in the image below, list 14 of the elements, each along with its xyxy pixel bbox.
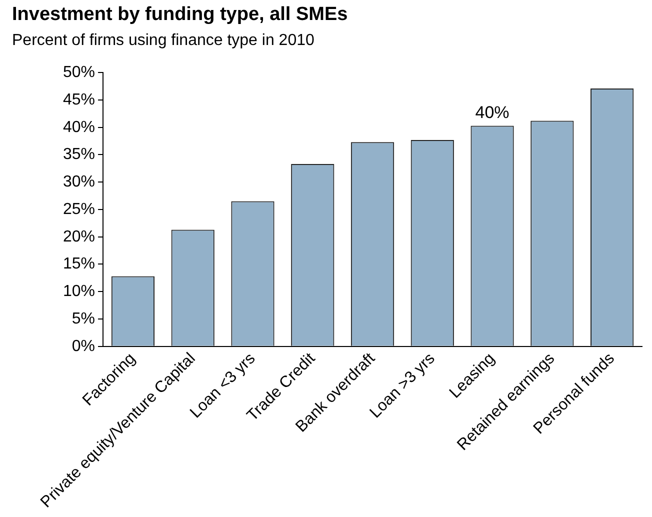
y-tick-label: 10% (62, 283, 96, 300)
y-tick-label: 35% (62, 146, 96, 164)
y-tick-label: 15% (62, 256, 96, 273)
y-tick-label: 5% (72, 310, 96, 328)
y-tick-label: 25% (62, 200, 96, 218)
data-label: 40% (475, 102, 510, 122)
y-tick-label: 40% (62, 118, 96, 136)
chart-title: Investment by funding type, all SMEs (12, 4, 348, 26)
y-tick-label: 0% (72, 338, 96, 355)
y-tick-label: 50% (62, 64, 96, 82)
chart-subtitle: Percent of firms using finance type in 2010 (12, 32, 314, 50)
y-tick-label: 45% (62, 91, 96, 108)
y-tick-label: 30% (62, 174, 96, 191)
y-tick-label: 20% (62, 228, 96, 246)
